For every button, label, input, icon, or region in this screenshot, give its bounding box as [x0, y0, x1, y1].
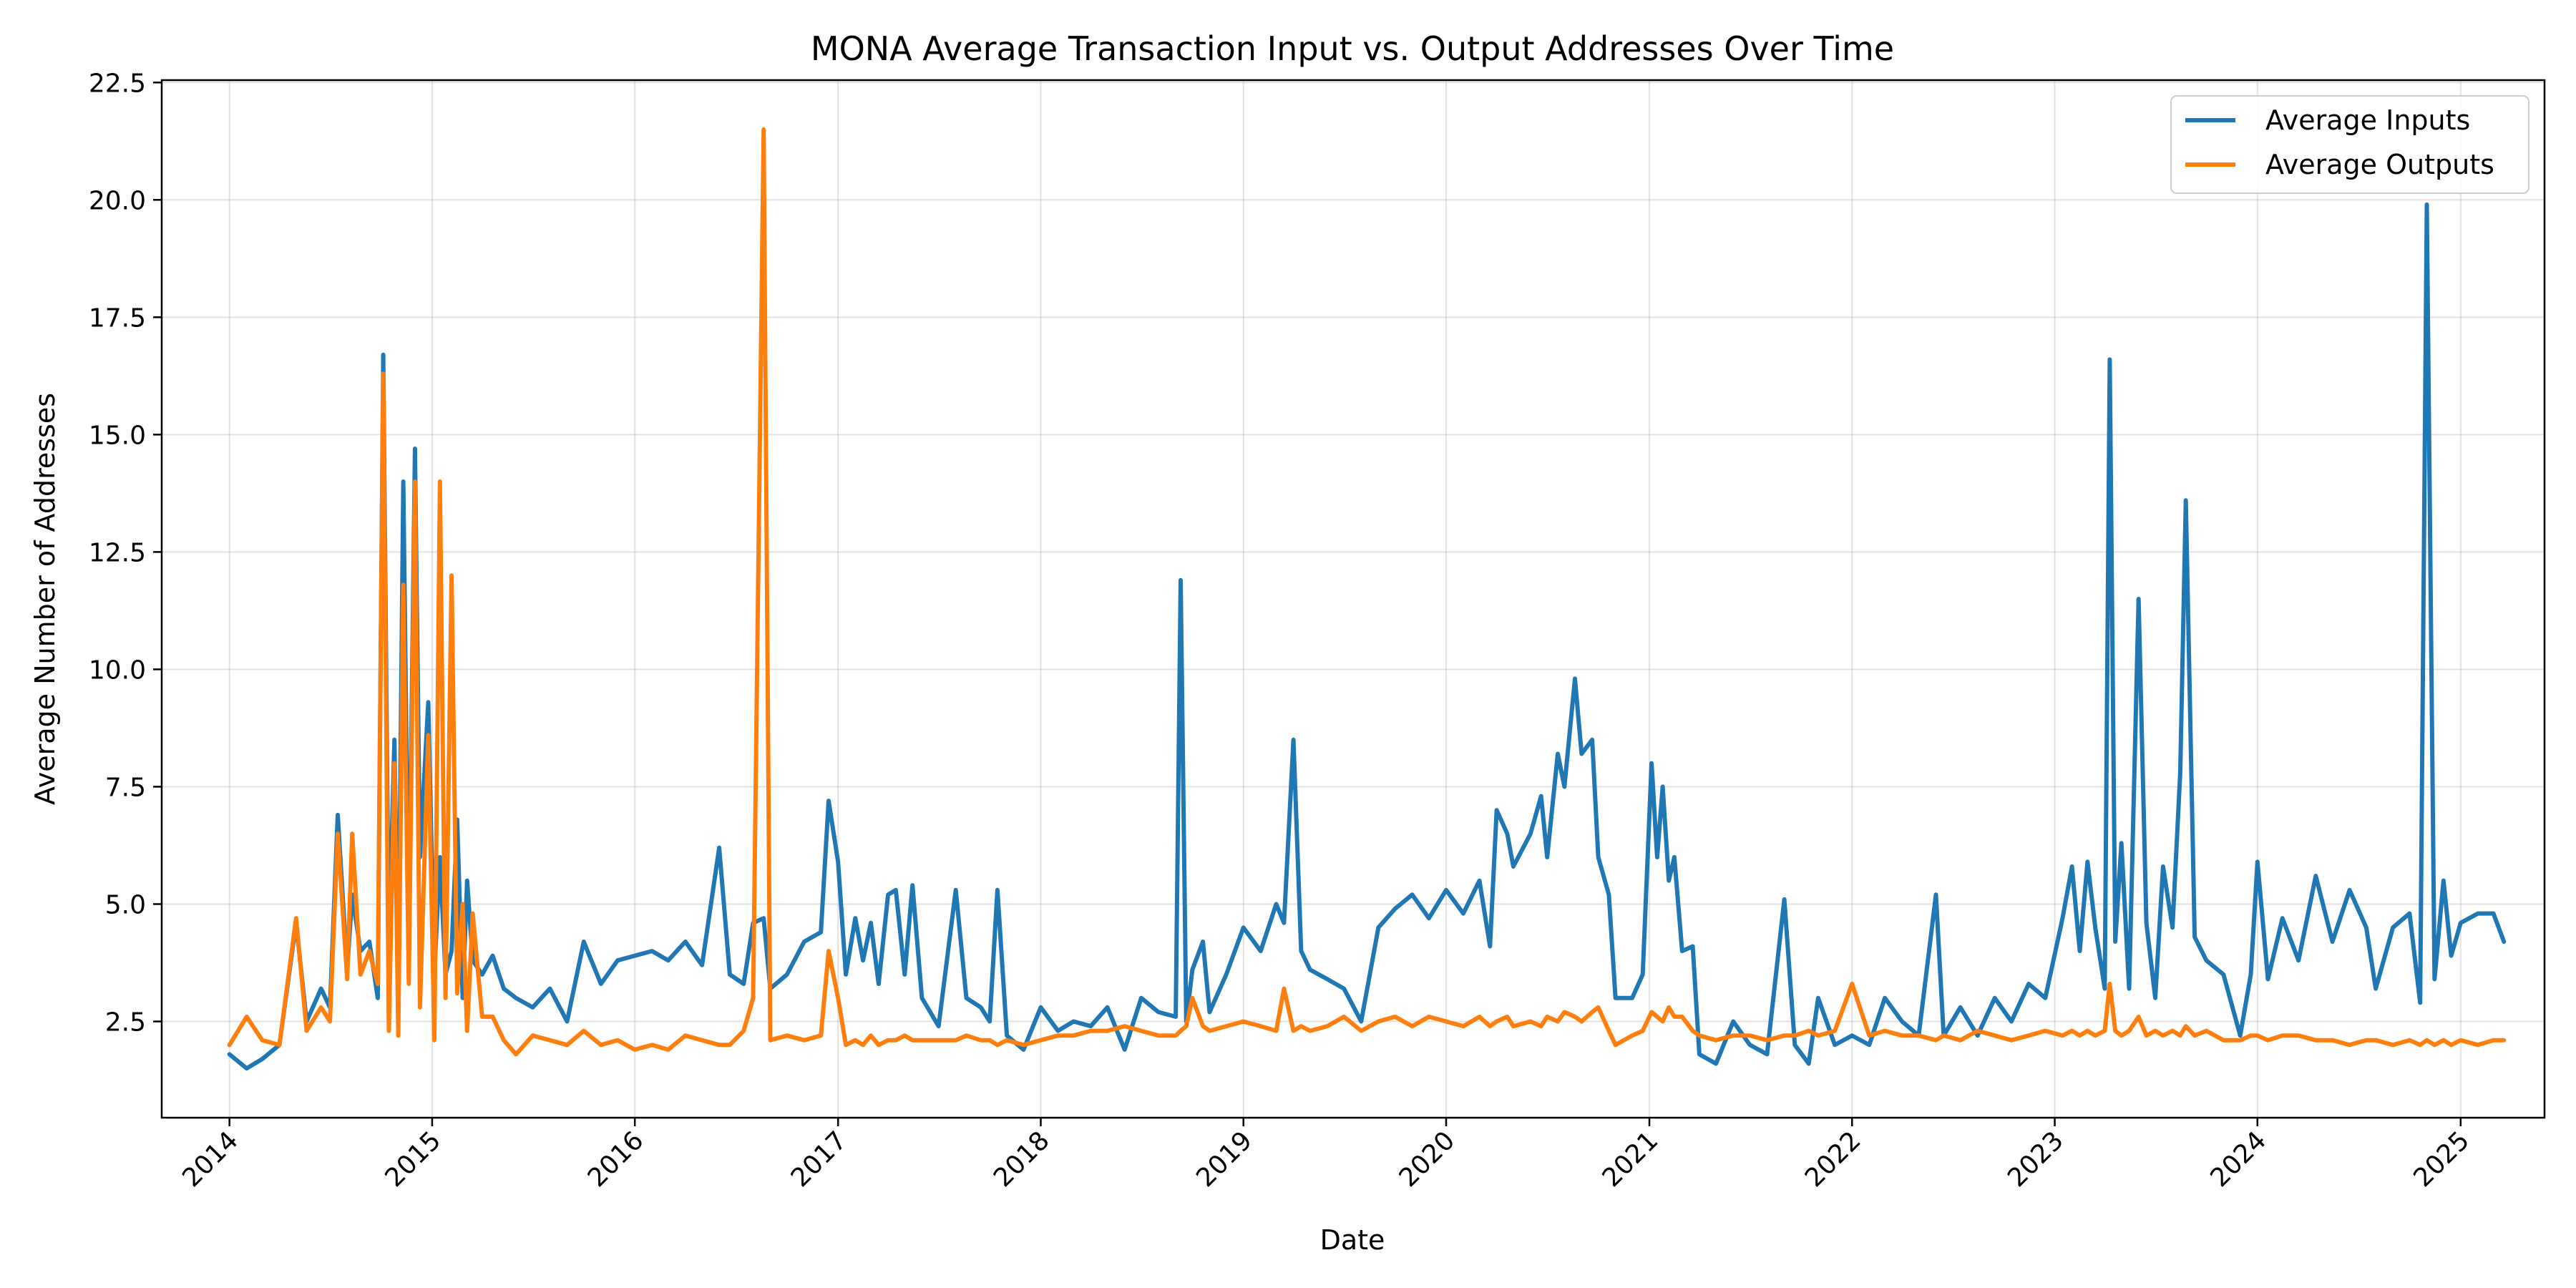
y-tick-label: 7.5 [105, 773, 146, 802]
y-tick-label: 20.0 [89, 186, 146, 215]
legend-label-inputs: Average Inputs [2265, 104, 2470, 136]
y-tick-label: 5.0 [105, 890, 146, 919]
series-layer [227, 127, 2507, 1071]
series-line-average-inputs [227, 202, 2507, 1071]
y-tick-label: 17.5 [89, 303, 146, 333]
y-tick-label: 10.0 [89, 655, 146, 685]
y-tick-label: 15.0 [89, 421, 146, 450]
chart-title: MONA Average Transaction Input vs. Outpu… [811, 29, 1894, 68]
y-tick-label: 12.5 [89, 538, 146, 567]
y-axis-label: Average Number of Addresses [29, 393, 61, 805]
y-tick-label: 2.5 [105, 1008, 146, 1037]
y-axis: 2.5 5.0 7.5 10.0 12.5 15.0 17.5 20.0 22.5 [89, 69, 162, 1037]
x-axis-label: Date [1320, 1224, 1385, 1256]
legend: Average Inputs Average Outputs [2170, 95, 2529, 194]
y-tick-label: 22.5 [89, 69, 146, 98]
grid [162, 80, 2545, 1118]
series-line-average-outputs [227, 127, 2507, 1057]
plot-frame [160, 79, 2546, 1119]
legend-box [2170, 95, 2529, 194]
legend-label-outputs: Average Outputs [2265, 149, 2494, 180]
